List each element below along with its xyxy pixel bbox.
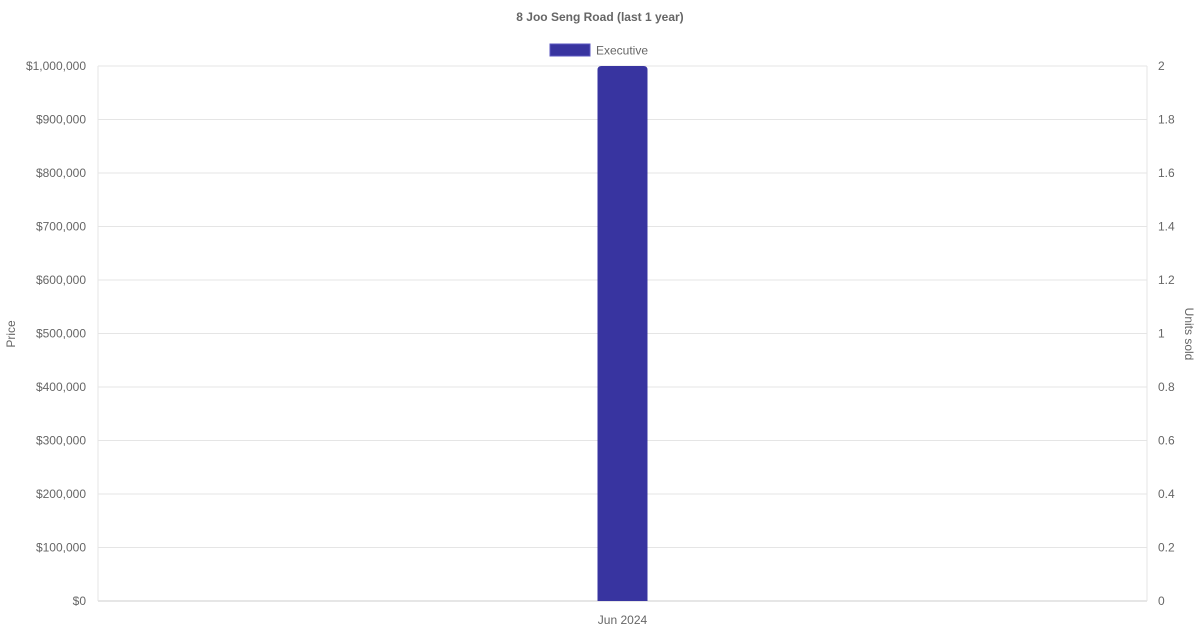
y-right-tick-label: 0.2 [1158,541,1175,555]
y-right-axis-label: Units sold [1182,308,1196,361]
y-left-tick-label: $600,000 [36,273,86,287]
legend-swatch [549,43,591,57]
y-right-tick-label: 2 [1158,59,1165,73]
y-left-tick-label: $400,000 [36,380,86,394]
bar-executive [597,66,648,601]
y-right-tick-label: 0.8 [1158,380,1175,394]
y-right-tick-label: 0 [1158,594,1165,608]
y-left-tick-label: $0 [73,594,87,608]
y-left-tick-label: $800,000 [36,166,86,180]
y-left-tick-label: $200,000 [36,487,86,501]
y-left-tick-label: $100,000 [36,541,86,555]
y-left-tick-label: $300,000 [36,434,86,448]
y-right-tick-label: 0.4 [1158,487,1175,501]
y-right-tick-label: 1.8 [1158,113,1175,127]
y-left-tick-label: $700,000 [36,220,86,234]
y-left-tick-label: $900,000 [36,113,86,127]
y-right-tick-label: 1.6 [1158,166,1175,180]
chart-title: 8 Joo Seng Road (last 1 year) [516,10,683,24]
y-right-tick-label: 1.2 [1158,273,1175,287]
y-left-axis-label: Price [4,320,18,348]
y-right-tick-label: 1.4 [1158,220,1175,234]
y-right-tick-label: 0.6 [1158,434,1175,448]
x-tick-label: Jun 2024 [598,613,648,627]
y-left-tick-label: $1,000,000 [26,59,86,73]
y-left-tick-label: $500,000 [36,327,86,341]
y-right-tick-label: 1 [1158,327,1165,341]
legend-label: Executive [596,44,648,58]
legend-item-executive[interactable]: Executive [549,43,648,58]
